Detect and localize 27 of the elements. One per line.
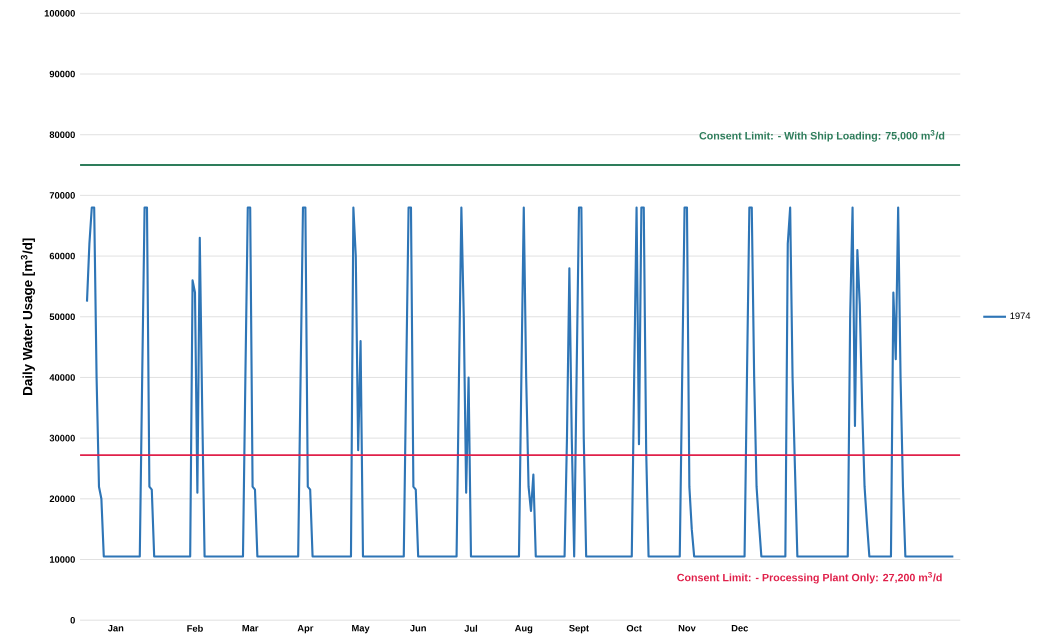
x-tick-label: Jan	[107, 624, 124, 632]
y-tick-label: 90000	[49, 70, 75, 78]
ref-line-label: Consent Limit: - Processing Plant Only: 27,200 m$^{3}$/d	[677, 571, 942, 584]
y-tick-label: 10000	[49, 556, 75, 563]
x-tick-label: Jun	[410, 624, 426, 632]
y-tick-label: 50000	[49, 313, 75, 321]
x-tick-label: Feb	[187, 624, 203, 632]
ref-line-label: Consent Limit: - With Ship Loading: 75,000 m$^{3}$/d	[699, 130, 945, 142]
x-tick-label: Nov	[678, 624, 696, 632]
y-tick-label: 0	[70, 616, 75, 624]
x-tick-label: Apr	[297, 624, 314, 634]
x-tick-label: May	[352, 624, 370, 634]
y-tick-label: 30000	[49, 434, 75, 442]
y-axis-title: Daily Water Usage [m$^{3}$/d]	[20, 238, 36, 395]
x-tick-label: Dec	[731, 624, 749, 632]
x-tick-label: Aug	[514, 624, 533, 634]
x-tick-label: Jul	[464, 624, 478, 632]
y-tick-label: 100000	[44, 10, 75, 17]
x-tick-label: Sept	[569, 624, 589, 634]
legend-label: 1974	[1010, 312, 1031, 320]
y-tick-label: 80000	[49, 131, 75, 139]
y-tick-label: 40000	[49, 374, 75, 381]
y-tick-label: 70000	[49, 192, 75, 199]
y-tick-label: 60000	[49, 252, 75, 260]
x-tick-label: Oct	[626, 624, 642, 632]
x-tick-label: Mar	[242, 624, 259, 632]
y-tick-label: 20000	[49, 495, 75, 503]
